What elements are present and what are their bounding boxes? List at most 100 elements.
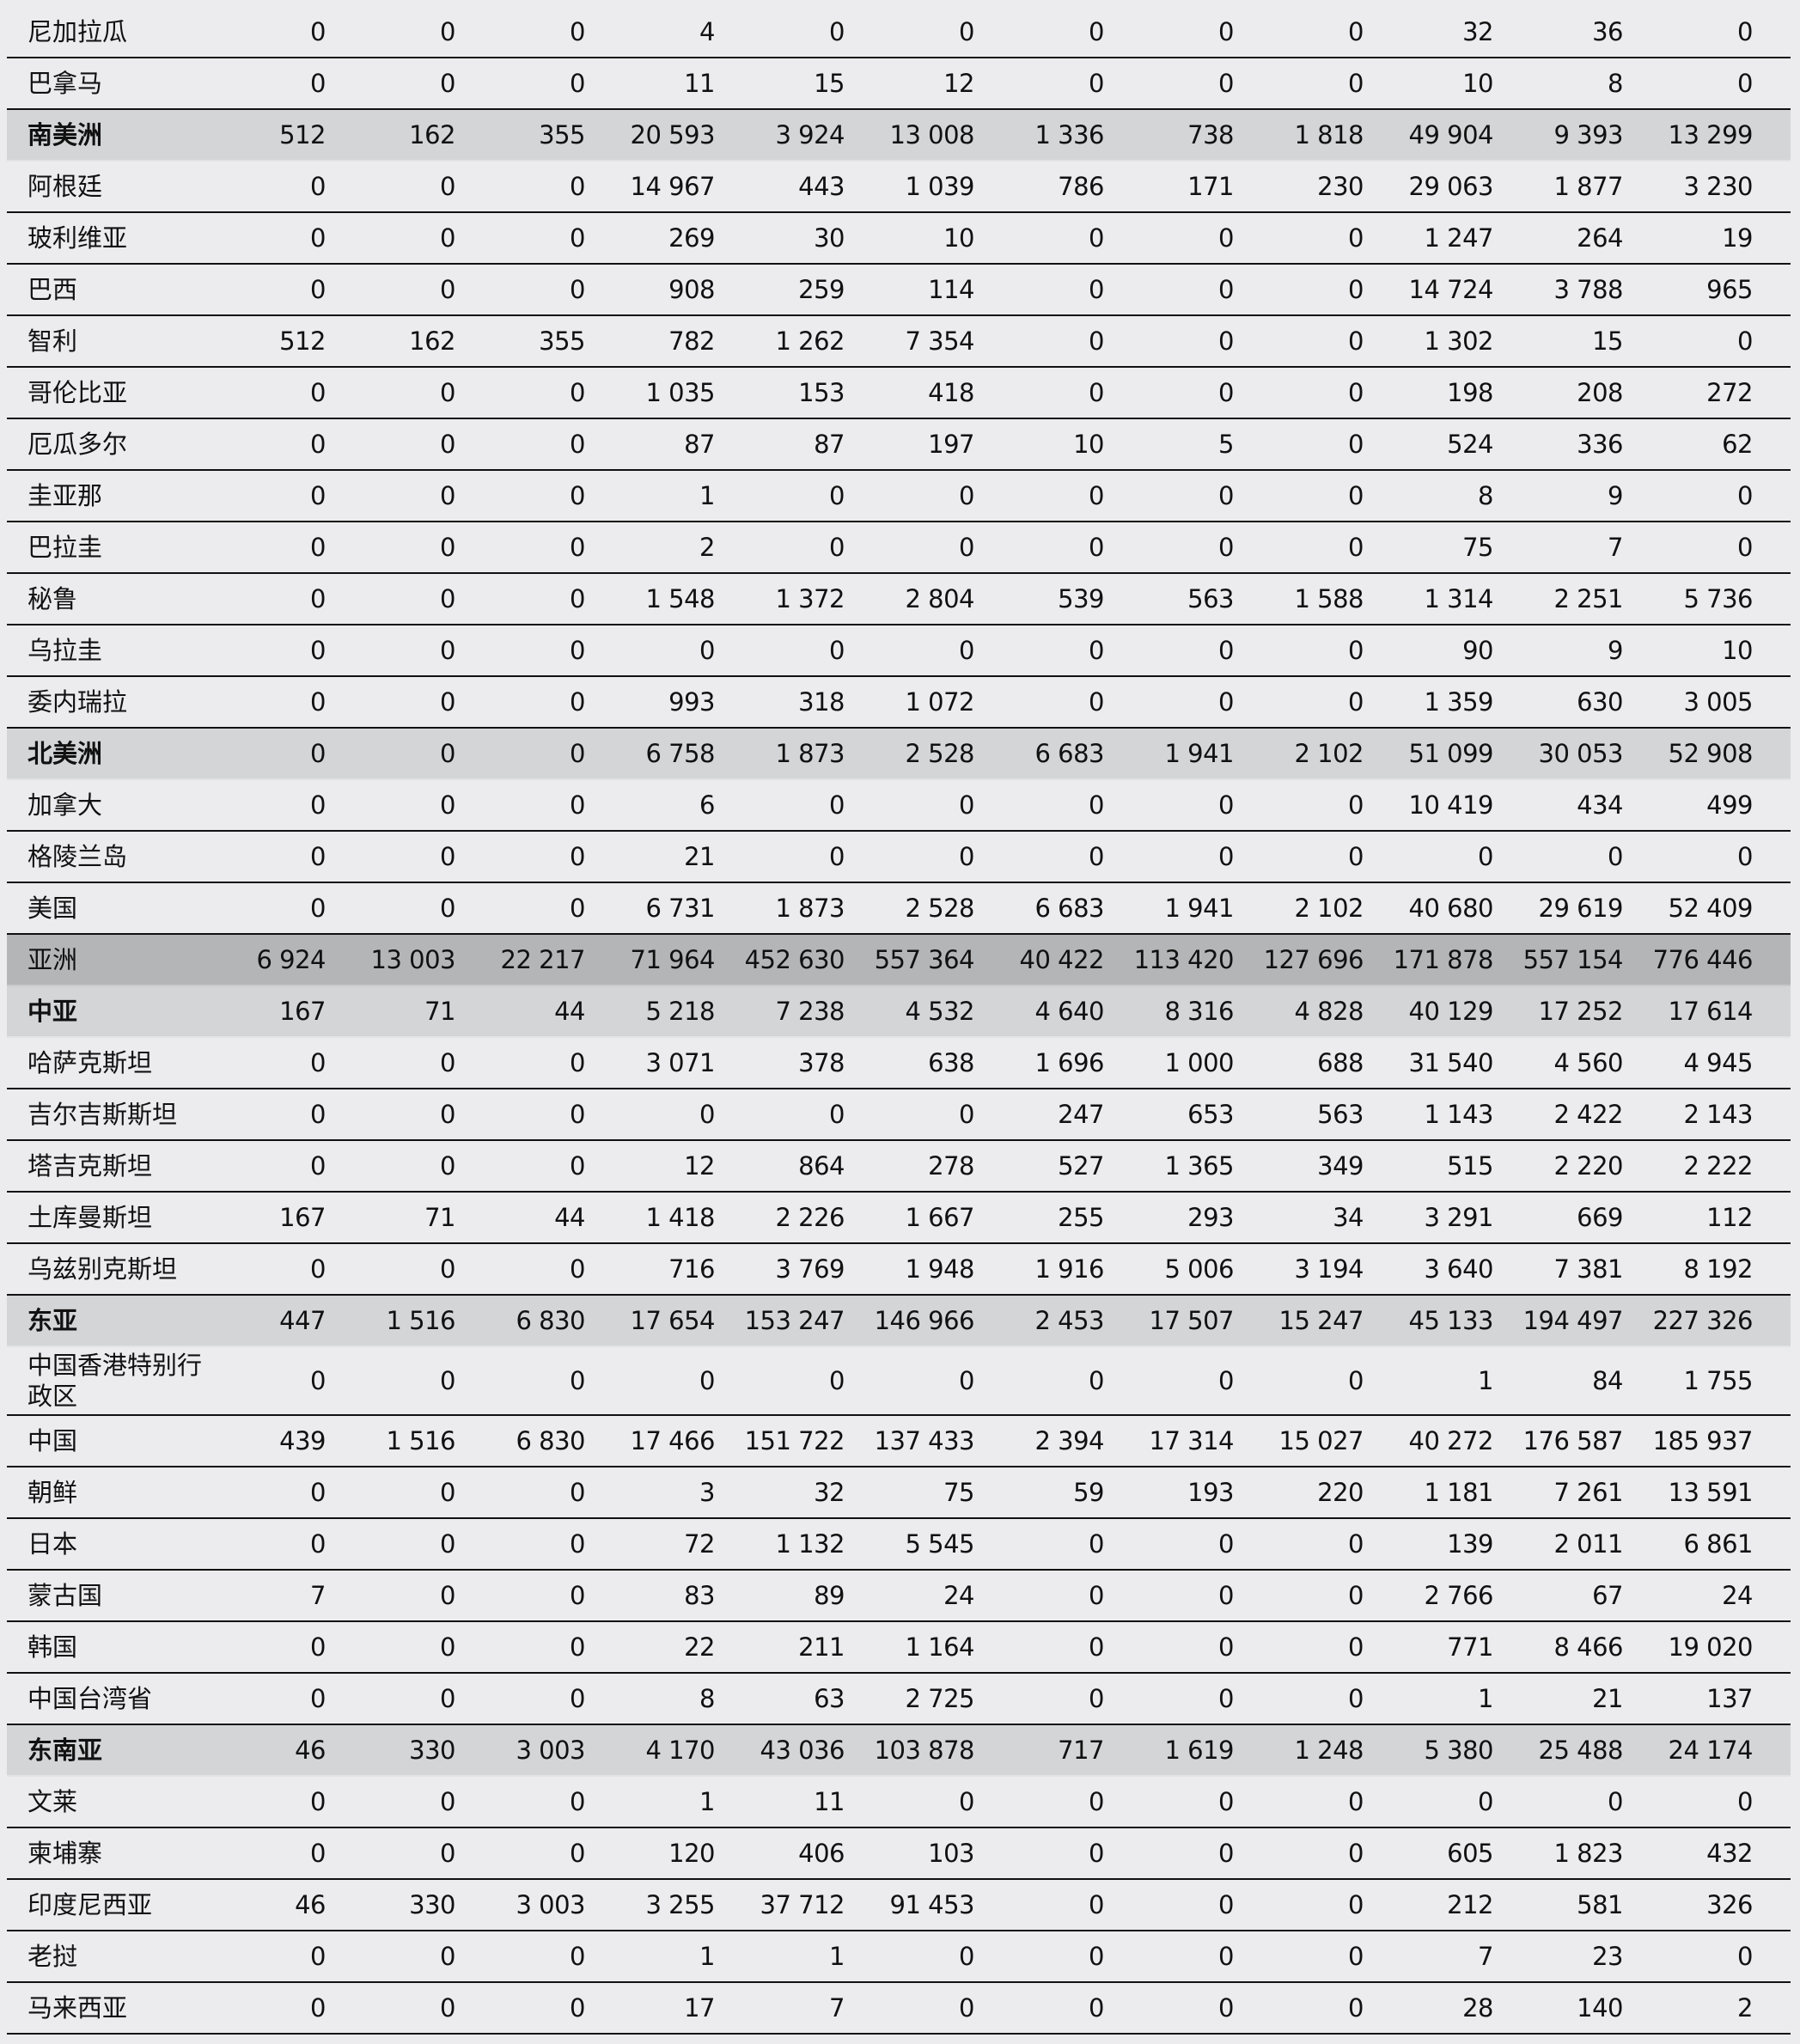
row-label: 智利 [27, 326, 78, 356]
cell-value: 0 [1348, 790, 1364, 820]
cell-value: 908 [668, 275, 715, 304]
cell-value: 0 [440, 1839, 455, 1868]
cell-value: 4 640 [1034, 997, 1104, 1026]
cell-value: 0 [1348, 481, 1364, 510]
cell-value: 40 129 [1408, 997, 1494, 1026]
cell-value: 25 488 [1538, 1736, 1624, 1765]
cell-value: 127 696 [1263, 945, 1364, 974]
cell-value: 0 [829, 1100, 845, 1129]
cell-value: 0 [959, 1942, 974, 1971]
cell-value: 638 [928, 1048, 974, 1077]
cell-value: 0 [310, 378, 326, 407]
cell-value: 0 [1218, 1839, 1234, 1868]
cell-value: 2 102 [1294, 894, 1364, 923]
row-label: 土库曼斯坦 [27, 1203, 153, 1232]
cell-value: 0 [1737, 481, 1753, 510]
cell-value: 0 [1089, 17, 1104, 46]
cell-value: 0 [570, 584, 585, 613]
cell-value: 0 [440, 223, 455, 253]
cell-value: 14 967 [630, 172, 716, 201]
cell-value: 0 [570, 1787, 585, 1816]
cell-value: 4 532 [905, 997, 974, 1026]
cell-value: 12 [943, 69, 974, 98]
cell-value: 0 [1737, 17, 1753, 46]
cell-value: 0 [440, 430, 455, 459]
cell-value: 0 [1218, 1581, 1234, 1610]
cell-value: 0 [1218, 1366, 1234, 1395]
cell-value: 0 [1348, 326, 1364, 356]
cell-value: 40 422 [1019, 945, 1105, 974]
row-label: 韩国 [27, 1632, 78, 1662]
cell-value: 2 220 [1553, 1151, 1623, 1181]
cell-value: 2 251 [1553, 584, 1623, 613]
cell-value: 17 466 [630, 1426, 716, 1455]
cell-value: 1 132 [775, 1529, 845, 1559]
cell-value: 67 [1592, 1581, 1623, 1610]
cell-value: 0 [1089, 481, 1104, 510]
cell-value: 355 [539, 120, 585, 149]
cell-value: 3 640 [1424, 1254, 1493, 1284]
cell-value: 264 [1577, 223, 1623, 253]
cell-value: 46 [295, 1890, 326, 1919]
cell-value: 220 [1317, 1478, 1364, 1507]
cell-value: 0 [570, 790, 585, 820]
cell-value: 6 830 [516, 1426, 585, 1455]
cell-value: 0 [1348, 1581, 1364, 1610]
row-label: 阿根廷 [27, 172, 103, 201]
cell-value: 0 [440, 1478, 455, 1507]
cell-value: 0 [1218, 223, 1234, 253]
cell-value: 0 [829, 533, 845, 562]
cell-value: 0 [1218, 275, 1234, 304]
cell-value: 0 [1089, 1684, 1104, 1713]
cell-value: 1 359 [1424, 687, 1493, 717]
cell-value: 0 [1348, 1890, 1364, 1919]
cell-value: 5 006 [1164, 1254, 1234, 1284]
cell-value: 0 [440, 739, 455, 768]
cell-value: 24 [1722, 1581, 1753, 1610]
cell-value: 3 291 [1424, 1203, 1493, 1232]
cell-value: 0 [310, 1839, 326, 1868]
cell-value: 3 003 [516, 1736, 585, 1765]
table-row: 厄瓜多尔 0 0 0 87 87 197 10 5 0 524 336 62 [7, 419, 1791, 471]
cell-value: 864 [798, 1151, 845, 1181]
cell-value: 0 [1089, 1993, 1104, 2023]
cell-value: 1 823 [1553, 1839, 1623, 1868]
cell-value: 7 261 [1553, 1478, 1623, 1507]
table-row: 加拿大 0 0 0 6 0 0 0 0 0 10 419 434 499 [7, 780, 1791, 832]
cell-value: 22 [684, 1632, 715, 1662]
cell-value: 84 [1592, 1366, 1623, 1395]
row-label: 巴拉圭 [27, 533, 103, 562]
cell-value: 19 020 [1668, 1632, 1754, 1662]
cell-value: 0 [1089, 687, 1104, 717]
cell-value: 0 [570, 1366, 585, 1395]
cell-value: 557 364 [874, 945, 975, 974]
cell-value: 71 964 [630, 945, 716, 974]
cell-value: 0 [310, 1254, 326, 1284]
cell-value: 6 [699, 790, 715, 820]
cell-value: 113 420 [1133, 945, 1235, 974]
row-label: 柬埔寨 [27, 1839, 103, 1868]
cell-value: 59 [1073, 1478, 1104, 1507]
cell-value: 3 255 [645, 1890, 715, 1919]
table-row: 亚洲 6 924 13 003 22 217 71 964 452 630 557 364 4… [7, 935, 1791, 986]
cell-value: 21 [1592, 1684, 1623, 1713]
cell-value: 6 924 [256, 945, 326, 974]
row-label: 日本 [27, 1529, 78, 1559]
cell-value: 22 217 [500, 945, 586, 974]
cell-value: 0 [959, 1100, 974, 1129]
cell-value: 139 [1447, 1529, 1493, 1559]
cell-value: 432 [1706, 1839, 1753, 1868]
cell-value: 6 683 [1034, 739, 1104, 768]
cell-value: 112 [1706, 1203, 1753, 1232]
table-row: 中国 439 1 516 6 830 17 466 151 722 137 433 2 394… [7, 1416, 1791, 1467]
table-row: 玻利维亚 0 0 0 269 30 10 0 0 0 1 247 264 19 [7, 213, 1791, 265]
cell-value: 10 419 [1408, 790, 1494, 820]
cell-value: 3 230 [1683, 172, 1753, 201]
cell-value: 46 [295, 1736, 326, 1765]
cell-value: 103 [928, 1839, 974, 1868]
cell-value: 0 [959, 533, 974, 562]
cell-value: 0 [1478, 1787, 1493, 1816]
cell-value: 418 [928, 378, 974, 407]
cell-value: 0 [1348, 1632, 1364, 1662]
cell-value: 0 [1218, 1993, 1234, 2023]
